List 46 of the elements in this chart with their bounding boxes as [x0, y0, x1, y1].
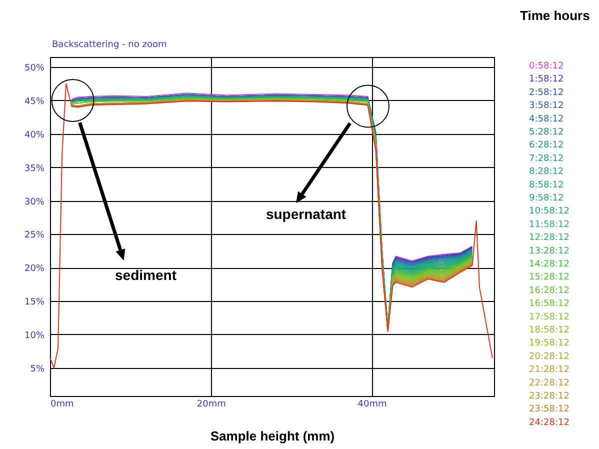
y-tick-label: 5%	[30, 364, 45, 374]
text: 17:58:12	[529, 312, 570, 322]
text: 12:28:12	[529, 233, 570, 244]
text: 23:58:12	[529, 404, 570, 415]
y-tick-label: 30%	[24, 197, 45, 208]
text: 20:28:12	[529, 352, 570, 362]
text: 0:58:12	[529, 62, 564, 72]
text: 8:58:12	[529, 180, 564, 190]
chart-title: Backscattering - no zoom	[52, 40, 167, 50]
text: 6:28:12	[529, 140, 564, 151]
y-tick-label: 45%	[24, 96, 45, 107]
text: 21:28:12	[529, 365, 570, 376]
y-tick-label: 20%	[24, 264, 45, 274]
y-tick-label: 50%	[24, 64, 45, 74]
y-tick-label: 35%	[24, 164, 45, 174]
x-axis-title: Sample height (mm)	[210, 428, 335, 444]
text: 8:28:12	[529, 167, 564, 178]
text: 13:28:12	[529, 246, 570, 256]
text: 5:28:12	[529, 128, 564, 138]
legend-title: Time hours	[520, 8, 590, 23]
annotation: sediment	[115, 267, 177, 284]
text: 14:28:12	[529, 260, 570, 270]
y-tick-label: 25%	[24, 230, 45, 241]
text: 11:58:12	[529, 220, 570, 230]
text: 2:58:12	[529, 88, 564, 98]
x-tick-label: 40mm	[358, 400, 387, 410]
text: 18:58:12	[529, 326, 570, 336]
annotation: supernatant	[266, 206, 346, 222]
text: 9:58:12	[529, 194, 564, 204]
text: 19:58:12	[529, 338, 570, 349]
text: 22:28:12	[529, 378, 570, 388]
y-tick-label: 10%	[24, 330, 45, 341]
text: 3:58:12	[529, 101, 564, 112]
text: 23:28:12	[529, 392, 570, 402]
x-tick-label: 20mm	[196, 400, 226, 410]
y-tick-label: 15%	[24, 298, 45, 308]
text: 16:58:12	[529, 299, 570, 310]
text: 15:28:12	[529, 272, 570, 283]
text: 7:28:12	[529, 154, 564, 164]
text: 4:58:12	[529, 114, 564, 124]
x-tick-label: 0mm	[50, 400, 74, 410]
y-tick-label: 40%	[24, 130, 45, 140]
text: 16:28:12	[529, 286, 570, 296]
text: 24:28:12	[529, 418, 570, 428]
text: 10:58:12	[529, 206, 570, 217]
text: 1:58:12	[529, 74, 564, 85]
